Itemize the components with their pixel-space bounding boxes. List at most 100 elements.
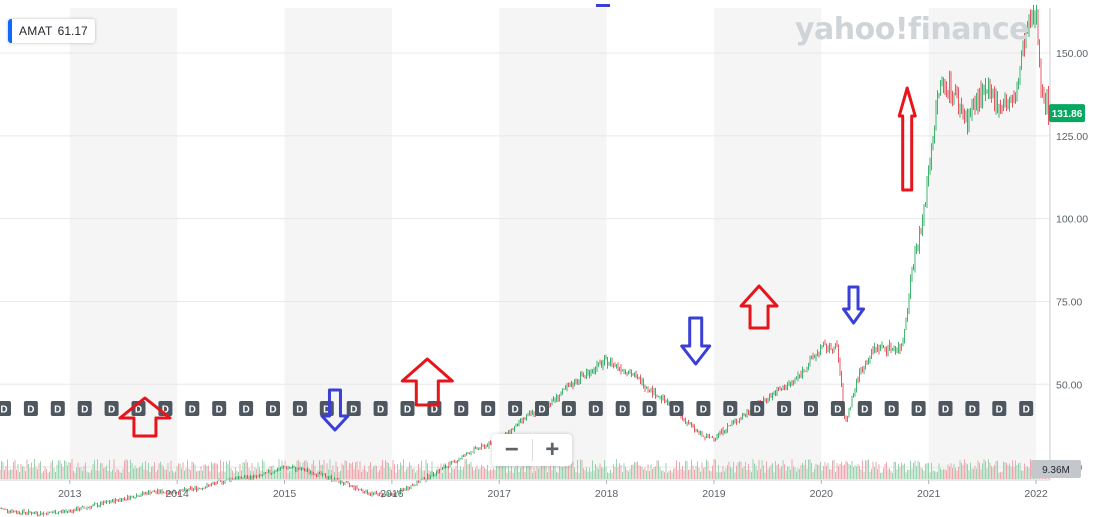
dividend-marker-label: D [807, 405, 814, 416]
x-tick-label: 2016 [380, 488, 404, 500]
dividend-marker [185, 401, 200, 416]
dividend-marker-label: D [162, 405, 169, 416]
dividend-marker [588, 401, 603, 416]
dividend-marker-label: D [834, 405, 841, 416]
dividend-marker-label: D [942, 405, 949, 416]
dividend-marker [508, 401, 523, 416]
gridlines [0, 52, 1050, 468]
dividend-marker-label: D [646, 405, 653, 416]
x-tick-label: 2017 [488, 488, 512, 500]
dividend-marker-label: D [54, 405, 61, 416]
dividend-marker [911, 401, 926, 416]
x-tick-label: 2022 [1024, 488, 1048, 500]
annotation-up-arrow [897, 86, 917, 192]
zoom-control: − + [492, 434, 572, 466]
dividend-marker-label: D [565, 405, 572, 416]
dividend-marker-label: D [404, 405, 411, 416]
dividend-marker [481, 401, 496, 416]
dividend-marker-label: D [996, 405, 1003, 416]
dividend-marker-label: D [431, 405, 438, 416]
ticker-color-swatch [8, 19, 12, 43]
dividend-marker [696, 401, 711, 416]
y-tick-label: 75.00 [1056, 296, 1082, 308]
dividend-marker [454, 401, 469, 416]
dividend-marker-label: D [511, 405, 518, 416]
dividend-marker-label: D [216, 405, 223, 416]
dividend-marker-label: D [700, 405, 707, 416]
dividend-marker-label: D [727, 405, 734, 416]
dividend-marker-label: D [350, 405, 357, 416]
annotation-up-arrow [400, 357, 454, 407]
dividend-marker-label: D [323, 405, 330, 416]
y-tick-label: 100.00 [1056, 214, 1088, 226]
annotation-up-arrow [739, 284, 779, 330]
dividend-marker-label: D [296, 405, 303, 416]
dividend-marker-label: D [619, 405, 626, 416]
dividend-marker [857, 401, 872, 416]
dividend-marker [1019, 401, 1034, 416]
dividend-marker [723, 401, 738, 416]
dividend-marker-label: D [81, 405, 88, 416]
dividend-marker-label: D [861, 405, 868, 416]
yahoo-finance-logo: yahoo!finance [795, 12, 1029, 47]
y-tick-label: 125.00 [1056, 131, 1088, 143]
dividend-marker-label: D [189, 405, 196, 416]
annotation-down-arrow [680, 316, 712, 366]
x-tick-label: 2021 [917, 488, 941, 500]
last-price-badge [1049, 104, 1085, 123]
dividend-marker [561, 401, 576, 416]
x-tick-label: 2013 [58, 488, 82, 500]
dividend-marker-label: D [780, 405, 787, 416]
dividend-marker [965, 401, 980, 416]
dividend-marker [77, 401, 92, 416]
dividend-marker [884, 401, 899, 416]
dividend-marker [777, 401, 792, 416]
dividend-marker-label: D [485, 405, 492, 416]
last-price-label: 131.86 [1052, 109, 1083, 120]
dividend-marker [804, 401, 818, 416]
annotation-down-arrow [842, 285, 866, 325]
annotation-down-arrow [320, 388, 350, 432]
dividend-marker [615, 401, 630, 416]
ticker-symbol: AMAT [19, 24, 53, 38]
dividend-marker [535, 401, 549, 416]
x-tick-label: 2018 [595, 488, 619, 500]
x-tick-label: 2019 [702, 488, 726, 500]
dividend-marker [239, 401, 254, 416]
x-tick-label: 2015 [273, 488, 297, 500]
dividend-marker-label: D [0, 405, 7, 416]
ticker-badge[interactable]: AMAT 61.17 [8, 19, 95, 43]
dividend-marker [373, 401, 388, 416]
dividend-marker-label: D [269, 405, 276, 416]
dividend-marker [830, 401, 845, 416]
dividend-marker [104, 401, 119, 416]
dividend-marker [23, 401, 38, 416]
dividend-marker [346, 401, 361, 416]
dividend-marker [992, 401, 1007, 416]
zoom-divider [531, 439, 533, 461]
axis-badges: 131.86 9.36M [596, 4, 1085, 478]
dividend-marker-label: D [135, 405, 142, 416]
zoom-out-button[interactable]: − [504, 436, 519, 463]
dividend-marker-label: D [592, 405, 599, 416]
dividend-marker-label: D [754, 405, 761, 416]
dividend-marker-label: D [242, 405, 249, 416]
dividend-marker-label: D [969, 405, 976, 416]
x-tick-label: 2014 [165, 488, 189, 500]
dividend-marker-label: D [1023, 405, 1030, 416]
dividend-marker [292, 401, 307, 416]
dividend-marker-label: D [538, 405, 545, 416]
zoom-in-button[interactable]: + [545, 436, 560, 463]
y-tick-label: 50.00 [1056, 379, 1082, 391]
annotation-arrows [118, 86, 917, 438]
top-marker [596, 4, 610, 7]
dividend-marker [669, 401, 684, 416]
dividend-marker-label: D [108, 405, 115, 416]
dividend-marker [0, 401, 11, 416]
dividend-marker-label: D [673, 405, 680, 416]
ticker-value: 61.17 [57, 24, 88, 38]
dividend-marker [266, 401, 280, 416]
dividend-marker [400, 401, 415, 416]
